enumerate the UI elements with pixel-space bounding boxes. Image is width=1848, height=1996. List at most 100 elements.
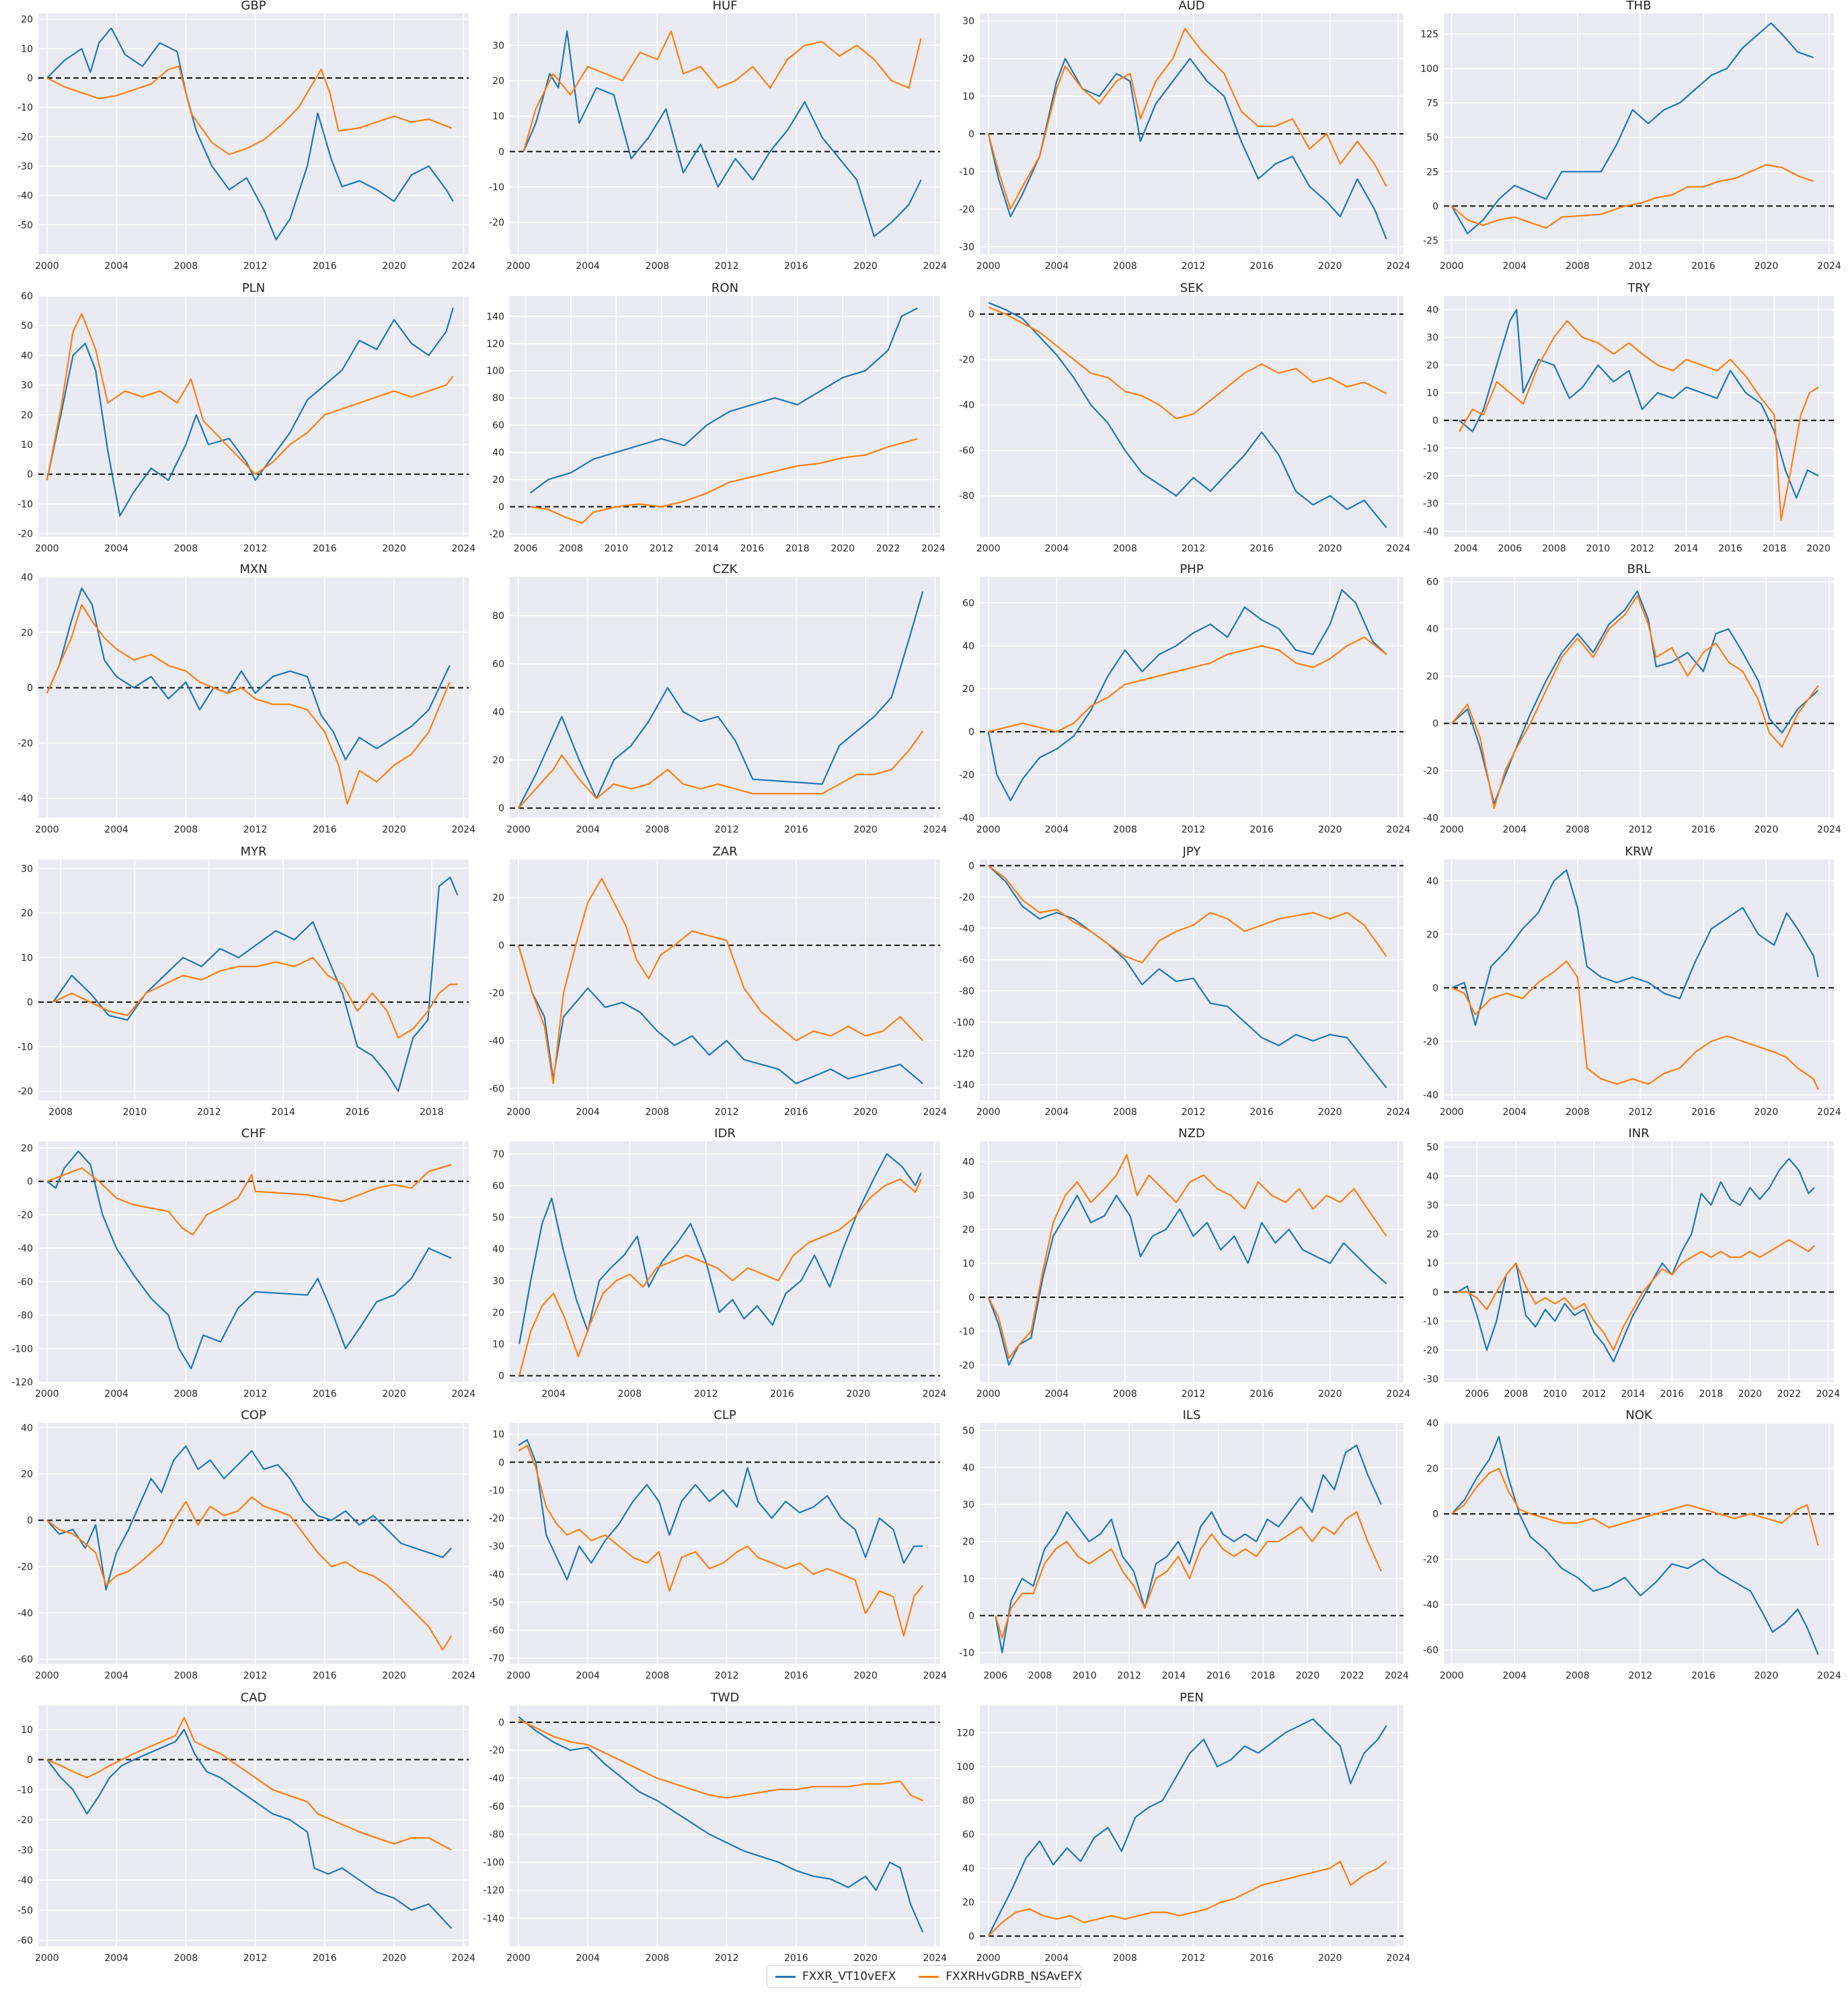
x-tick-label: 2016 [784,261,808,272]
x-tick-label: 2020 [382,543,406,554]
series-line-fxxr-vt10vefx [1459,309,1819,499]
series-line-fxxr-vt10vefx [46,27,454,241]
x-tick-label: 2000 [35,1389,59,1399]
x-tick-label: 2008 [1566,261,1590,272]
x-tick-label: 2020 [382,824,406,835]
x-tick-label: 2008 [618,1389,642,1399]
series-line-fxxr-vt10vefx [46,1150,452,1370]
x-tick-label: 2004 [104,1953,128,1964]
y-tick-label: 20 [1426,1464,1438,1475]
x-tick-label: 2004 [576,1671,600,1681]
x-tick-label: 2016 [784,824,808,835]
x-tick-label: 2020 [853,261,878,272]
x-tick-label: 2000 [35,261,59,272]
plot-area [1444,577,1834,818]
y-tick-label: -25 [1423,236,1438,247]
y-tick-label: -20 [17,1562,33,1572]
y-tick-label: 40 [492,1244,504,1255]
panel-gbp: 20 10 0 -10 -20 -30 -40 -50 2000 2004 2008 2012 2016… [17,0,475,272]
x-tick-label: 2022 [876,543,900,554]
x-tick-label: 2006 [1498,543,1522,554]
x-tick-label: 2008 [174,1389,198,1399]
plot-area [38,1423,469,1664]
y-tick-label: 10 [21,1725,33,1736]
x-tick-label: 2000 [35,543,59,554]
x-tick-label: 2004 [576,261,600,272]
panel-title: AUD [1178,0,1204,13]
panel-title: PEN [1180,1691,1204,1705]
y-tick-label: 20 [21,1469,33,1480]
y-tick-label: 40 [21,1423,33,1434]
series-line-fxxr-vt10vefx [46,1728,453,1929]
y-tick-label: 30 [962,16,974,27]
x-tick-label: 2008 [174,1671,198,1681]
y-tick-label: 0 [498,147,504,157]
x-tick-label: 2012 [1182,1107,1206,1118]
y-tick-label: 0 [1432,983,1438,994]
x-tick-label: 2024 [1387,824,1411,835]
y-tick-label: -10 [959,1648,974,1658]
x-tick-label: 2012 [1630,543,1654,554]
x-tick-label: 2012 [1629,1107,1653,1118]
y-tick-label: 10 [962,1259,974,1270]
x-tick-label: 2020 [1755,824,1779,835]
y-tick-label: 40 [962,1157,974,1167]
panel-title: CZK [713,562,738,576]
y-tick-label: -20 [17,1087,33,1098]
y-tick-label: 20 [492,893,504,904]
y-tick-label: 100 [1420,64,1438,75]
y-tick-label: -140 [953,1080,974,1091]
series-line-fxxrhvgdrb-nsavefx [1458,319,1819,521]
y-tick-label: -120 [11,1377,33,1388]
y-tick-label: -60 [1423,1646,1438,1656]
series-line-fxxr-vt10vefx [523,30,922,237]
x-tick-label: 2008 [646,824,670,835]
x-tick-label: 2004 [1044,824,1069,835]
y-tick-label: -10 [489,182,504,193]
x-tick-label: 2020 [1318,824,1342,835]
plot-area [510,859,940,1100]
series-line-fxxr-vt10vefx [517,591,924,809]
x-tick-label: 2004 [1044,261,1069,272]
panel-title: BRL [1627,562,1651,576]
x-tick-label: 2018 [1763,543,1787,554]
x-tick-label: 2012 [243,1671,268,1681]
x-tick-label: 2024 [451,824,475,835]
legend-item-0: FXXR_VT10vEFX [775,1970,896,1983]
series-line-fxxrhvgdrb-nsavefx [988,306,1387,420]
panel-zar: 20 0 -20 -40 -60 2000 2004 2008 2012 2016 2020 2024… [489,845,947,1118]
y-tick-label: 20 [21,627,33,638]
y-tick-label: -60 [489,1802,504,1812]
x-tick-label: 2000 [35,1671,59,1681]
x-tick-label: 2016 [1660,1389,1684,1399]
panel-title: ZAR [712,845,737,859]
y-tick-label: 20 [21,410,33,421]
y-tick-label: -50 [17,1905,33,1916]
x-tick-label: 2004 [576,1107,600,1118]
panel-title: MXN [239,562,267,576]
x-tick-label: 2014 [1674,543,1699,554]
y-tick-label: -20 [17,529,33,540]
plot-area [980,859,1403,1100]
x-tick-label: 2024 [1387,261,1411,272]
x-tick-label: 2016 [1249,543,1274,554]
y-tick-label: 50 [21,321,33,332]
y-tick-label: 30 [21,863,33,874]
x-tick-label: 2008 [1113,261,1137,272]
x-tick-label: 2012 [715,824,739,835]
y-tick-label: 40 [1426,305,1438,316]
x-tick-label: 2020 [1755,1107,1779,1118]
series-line-fxxrhvgdrb-nsavefx [52,956,458,1039]
y-tick-label: 40 [1426,876,1438,887]
x-tick-label: 2008 [1566,1671,1590,1681]
x-tick-label: 2004 [1044,1953,1069,1964]
y-tick-label: 30 [1426,1200,1438,1211]
y-tick-label: 40 [1426,1418,1438,1429]
panel-title: JPY [1182,845,1202,859]
x-tick-label: 2020 [1755,261,1779,272]
panel-title: CAD [241,1691,267,1705]
